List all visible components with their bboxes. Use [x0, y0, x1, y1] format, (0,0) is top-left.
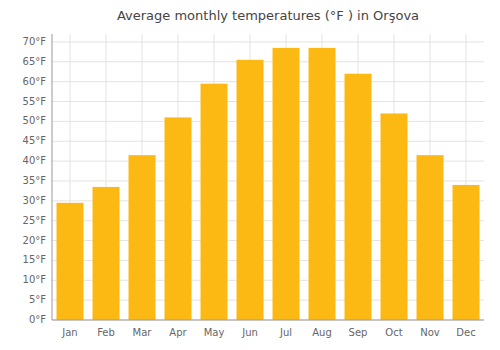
- y-tick-label: 0°F: [29, 314, 46, 325]
- x-tick-label: Dec: [456, 327, 475, 338]
- y-tick-label: 40°F: [23, 155, 47, 166]
- y-tick-label: 35°F: [23, 175, 47, 186]
- bar: [345, 74, 372, 320]
- x-tick-label: Apr: [169, 327, 187, 338]
- bar: [453, 185, 480, 320]
- y-tick-label: 15°F: [23, 254, 47, 265]
- y-tick-label: 60°F: [23, 76, 47, 87]
- y-grid-line: [52, 141, 484, 142]
- x-tick-label: Oct: [385, 327, 402, 338]
- y-grid-line: [52, 61, 484, 62]
- x-tick-label: Nov: [420, 327, 440, 338]
- x-tick-label: Sep: [349, 327, 368, 338]
- y-tick-label: 10°F: [23, 274, 47, 285]
- x-tick-label: Jun: [241, 327, 258, 338]
- title: Average monthly temperatures (°F ) in Or…: [117, 8, 419, 23]
- y-axis-line: [52, 34, 53, 320]
- y-tick-label: 70°F: [23, 36, 47, 47]
- y-tick-label: 25°F: [23, 215, 47, 226]
- y-grid-line: [52, 121, 484, 122]
- x-tick-label: Jan: [61, 327, 77, 338]
- bar: [381, 113, 408, 320]
- x-tick-label: May: [204, 327, 225, 338]
- chart: 0°F 5°F 10°F 15°F 20°F 25°F 30°F 35°F 40°F 45°F 50…: [0, 0, 500, 350]
- y-axis: 0°F 5°F 10°F 15°F 20°F 25°F 30°F 35°F 40°F 45°F 50…: [23, 34, 52, 325]
- y-tick-label: 65°F: [23, 56, 47, 67]
- x-axis-line: [52, 320, 484, 321]
- grid: [52, 34, 484, 320]
- y-grid-line: [52, 41, 484, 42]
- y-tick-label: 30°F: [23, 195, 47, 206]
- bar: [57, 203, 84, 320]
- y-tick-label: 50°F: [23, 115, 47, 126]
- x-tick-label: Aug: [312, 327, 332, 338]
- bar: [237, 60, 264, 320]
- y-tick-label: 45°F: [23, 135, 47, 146]
- x-tick-label: Feb: [97, 327, 115, 338]
- bar: [309, 48, 336, 320]
- x-axis: Jan Feb Mar Apr May Jun Jul Aug Sep Oct Nov Dec: [52, 320, 484, 338]
- y-grid-line: [52, 81, 484, 82]
- bar: [165, 117, 192, 320]
- y-tick-label: 55°F: [23, 96, 47, 107]
- y-grid-line: [52, 320, 484, 321]
- x-tick-label: Jul: [279, 327, 292, 338]
- bar: [201, 84, 228, 320]
- bar: [129, 155, 156, 320]
- bars: [57, 48, 480, 320]
- bar: [417, 155, 444, 320]
- bar: [273, 48, 300, 320]
- x-tick-label: Mar: [133, 327, 153, 338]
- y-tick-label: 20°F: [23, 235, 47, 246]
- y-tick-label: 5°F: [29, 294, 46, 305]
- bar: [93, 187, 120, 320]
- y-grid-line: [52, 101, 484, 102]
